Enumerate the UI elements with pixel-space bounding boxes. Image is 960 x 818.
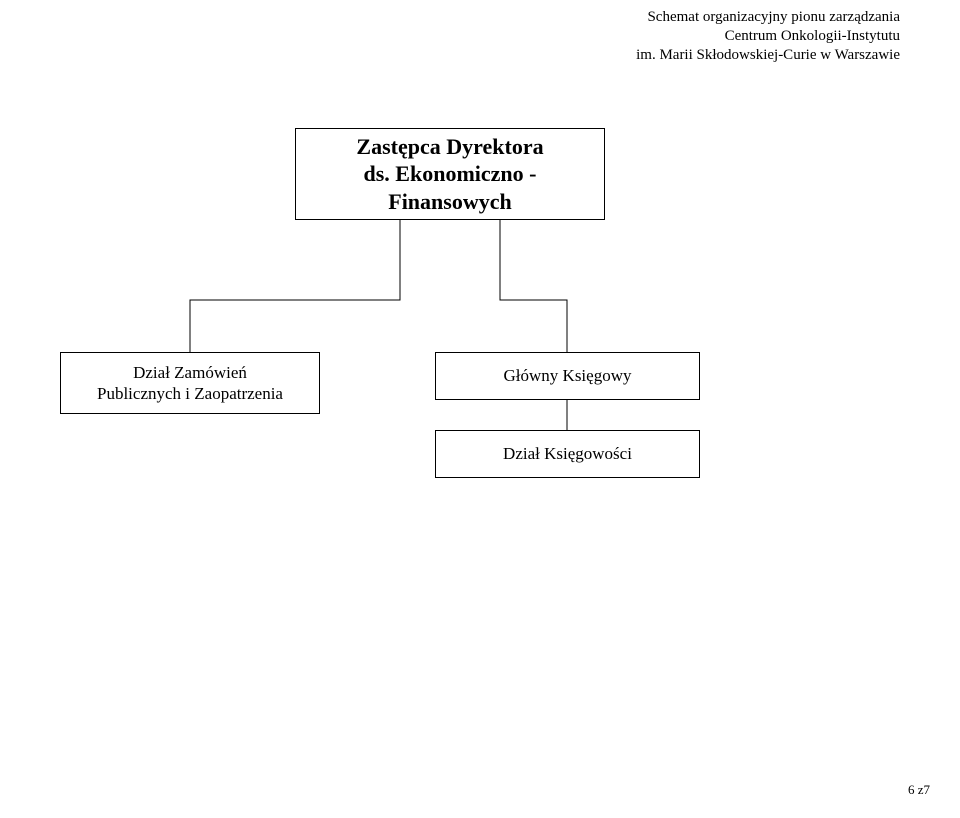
page: Schemat organizacyjny pionu zarządzania …	[0, 0, 960, 818]
node-director-label-line1: Zastępca Dyrektora	[356, 134, 543, 159]
header-line-1: Schemat organizacyjny pionu zarządzania	[636, 8, 900, 27]
node-director: Zastępca Dyrektora ds. Ekonomiczno - Fin…	[295, 128, 605, 220]
node-accounting-dept: Dział Księgowości	[435, 430, 700, 478]
node-procurement-label-line2: Publicznych i Zaopatrzenia	[97, 384, 283, 403]
node-director-label-line2: ds. Ekonomiczno - Finansowych	[364, 161, 537, 214]
header-line-3: im. Marii Skłodowskiej-Curie w Warszawie	[636, 46, 900, 65]
node-chief-accountant-label: Główny Księgowy	[504, 366, 632, 386]
edge-director-procurement	[190, 220, 400, 352]
node-procurement-label-line1: Dział Zamówień	[133, 363, 247, 382]
node-director-label: Zastępca Dyrektora ds. Ekonomiczno - Fin…	[302, 133, 598, 216]
page-footer: 6 z7	[908, 782, 930, 798]
edge-director-chief-accountant	[500, 220, 567, 352]
node-accounting-dept-label: Dział Księgowości	[503, 444, 632, 464]
node-procurement: Dział Zamówień Publicznych i Zaopatrzeni…	[60, 352, 320, 414]
page-header: Schemat organizacyjny pionu zarządzania …	[636, 8, 900, 64]
header-line-2: Centrum Onkologii-Instytutu	[636, 27, 900, 46]
node-chief-accountant: Główny Księgowy	[435, 352, 700, 400]
node-procurement-label: Dział Zamówień Publicznych i Zaopatrzeni…	[97, 362, 283, 405]
